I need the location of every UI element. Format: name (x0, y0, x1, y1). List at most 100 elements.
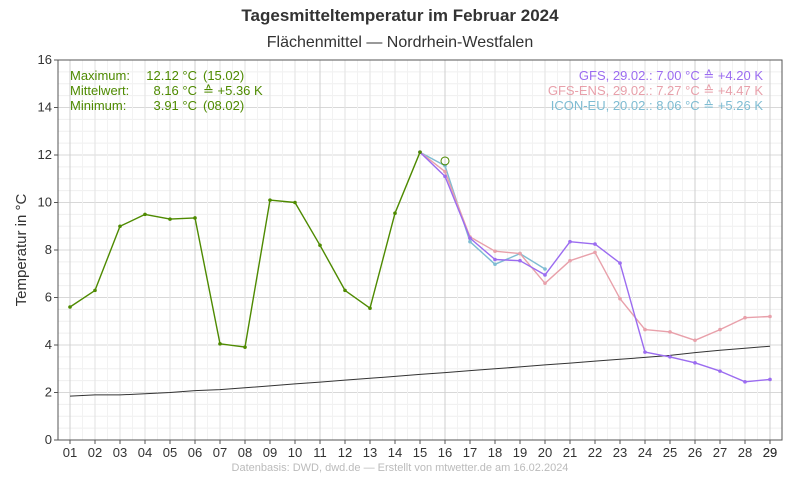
x-tick-label: 28 (738, 445, 752, 460)
data-point-observed (118, 224, 122, 229)
data-point-gfs (668, 355, 672, 359)
x-tick-label: 29 (763, 445, 777, 460)
data-point-observed (143, 212, 147, 217)
series-line-climate (69, 345, 771, 397)
data-point-gfs (443, 174, 447, 179)
data-point-gfs-ens (668, 330, 672, 334)
highlight-marker (440, 156, 450, 166)
x-tick-label: 16 (438, 445, 452, 460)
x-tick-label: 21 (563, 445, 577, 460)
x-tick-label: 24 (638, 445, 652, 460)
data-point-gfs (568, 239, 572, 244)
x-tick-label: 01 (63, 445, 77, 460)
data-point-gfs (593, 242, 597, 246)
data-point-observed (193, 216, 197, 220)
x-tick-label: 27 (713, 445, 727, 460)
data-point-gfs-ens (493, 249, 497, 253)
data-point-gfs-ens (693, 338, 697, 343)
y-tick-label: 4 (45, 337, 52, 352)
data-point-gfs (493, 257, 497, 262)
data-point-gfs (543, 273, 547, 277)
y-tick-label: 6 (45, 290, 52, 305)
x-tick-label: 19 (513, 445, 527, 460)
data-point-icon-eu (543, 267, 547, 271)
labels: Maximum: 12.12 °C (15.02) Mittelwert: 8.16 °… (70, 68, 763, 113)
stat-label: Minimum: (70, 98, 126, 113)
x-tick-label: 25 (663, 445, 677, 460)
y-tick-label: 16 (38, 52, 52, 67)
stat-extra: (15.02) (203, 68, 244, 83)
data-point-observed (368, 306, 372, 310)
data-point-icon-eu (468, 239, 472, 244)
data-point-gfs-ens (543, 281, 547, 286)
x-tick-label: 18 (488, 445, 502, 460)
x-tick-label: 14 (388, 445, 402, 460)
data-point-gfs (768, 377, 772, 382)
data-point-observed (318, 243, 322, 248)
data-point-gfs-ens (593, 250, 597, 255)
y-tick-label: 2 (45, 385, 52, 400)
data-point-observed (418, 150, 422, 154)
data-point-gfs (468, 236, 472, 240)
data-point-observed (243, 345, 247, 349)
stat-extra: (08.02) (203, 98, 244, 113)
grid (58, 59, 782, 441)
data-point-gfs-ens (743, 315, 747, 320)
stat-value: 3.91 °C (153, 98, 197, 113)
stat-label: Mittelwert: (70, 83, 129, 98)
data-point-gfs (518, 258, 522, 263)
x-tick-label: 08 (238, 445, 252, 460)
x-tick-label: 04 (138, 445, 152, 460)
series-line-icon-eu (419, 151, 546, 270)
x-tick-label: 03 (113, 445, 127, 460)
data-point-observed (168, 217, 172, 221)
stat-extra: ≙ +5.36 K (203, 83, 263, 98)
data-point-gfs (743, 380, 747, 384)
data-point-gfs (643, 350, 647, 354)
data-point-observed (93, 288, 97, 293)
y-tick-label: 12 (38, 147, 52, 162)
x-tick-label: 23 (613, 445, 627, 460)
data-point-observed (68, 305, 72, 309)
y-tick-label: 0 (45, 432, 52, 447)
chart-subtitle: Flächenmittel — Nordrhein-Westfalen (266, 34, 534, 51)
x-tick-label: 11 (313, 445, 327, 460)
data-point-gfs-ens (518, 251, 522, 256)
y-tick-label: 10 (38, 195, 52, 210)
data-point-gfs-ens (768, 314, 772, 319)
series-lines (68, 150, 772, 397)
y-tick-label: 8 (45, 242, 52, 257)
x-tick-label: 07 (213, 445, 227, 460)
x-tick-label: 17 (463, 445, 477, 460)
x-tick-label: 06 (188, 445, 202, 460)
data-point-gfs-ens (618, 296, 622, 301)
stat-label: Maximum: (70, 68, 130, 83)
stat-value: 8.16 °C (153, 83, 197, 98)
y-tick-label: 14 (38, 100, 52, 115)
x-tick-label: 09 (263, 445, 277, 460)
chart-title: Tagesmitteltemperatur im Februar 2024 (241, 6, 559, 25)
x-tick-label: 22 (588, 445, 602, 460)
x-tick-label: 29 (763, 445, 777, 460)
x-tick-label: 12 (338, 445, 352, 460)
data-point-gfs-ens (568, 258, 572, 263)
data-point-observed (343, 288, 347, 293)
data-point-gfs-ens (643, 327, 647, 332)
footer-credit: Datenbasis: DWD, dwd.de — Erstellt von m… (231, 462, 569, 474)
data-point-gfs-ens (718, 327, 722, 332)
data-point-icon-eu (493, 262, 497, 267)
data-point-observed (393, 211, 397, 215)
forecast-label: GFS, 29.02.: 7.00 °C ≙ +4.20 K (579, 68, 763, 83)
data-point-observed (218, 342, 222, 346)
stat-value: 12.12 °C (146, 68, 197, 83)
data-point-gfs (693, 361, 697, 365)
data-point-gfs (718, 369, 722, 373)
x-tick-label: 26 (688, 445, 702, 460)
x-tick-label: 13 (363, 445, 377, 460)
y-axis-label: Temperatur in °C (13, 193, 30, 306)
x-tick-label: 02 (88, 445, 102, 460)
x-tick-label: 05 (163, 445, 177, 460)
data-point-observed (268, 198, 272, 202)
